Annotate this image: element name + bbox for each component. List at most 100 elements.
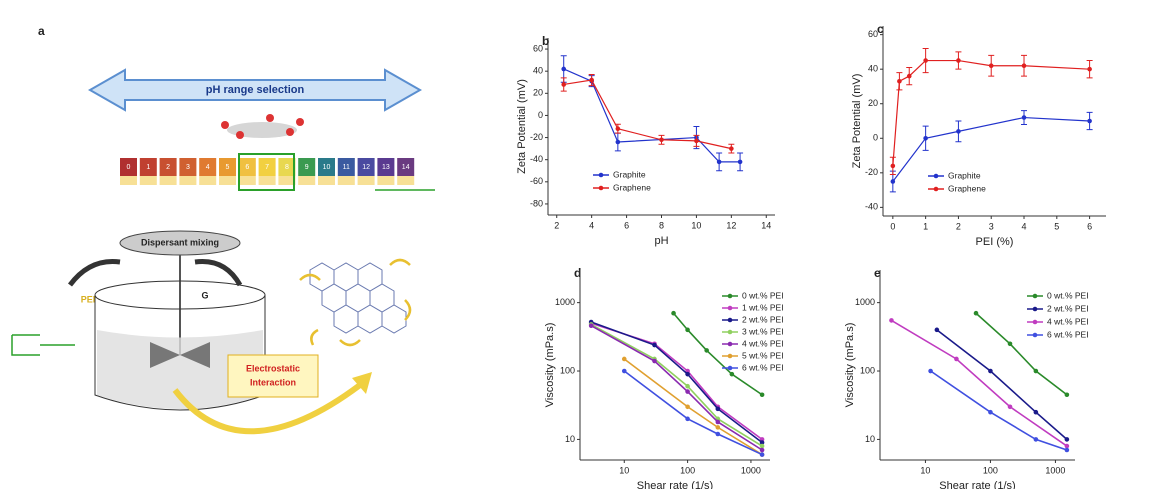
series-line [624, 359, 762, 455]
legend-marker [728, 366, 733, 371]
chart: b2468101214-80-60-40-200204060pHZeta Pot… [516, 34, 775, 247]
ph-label: 13 [382, 164, 390, 171]
point [1087, 119, 1092, 124]
legend-marker [1033, 307, 1038, 312]
x-tick-label: 10 [619, 465, 629, 475]
y-tick-label: 40 [533, 66, 543, 76]
legend-marker [1033, 294, 1038, 299]
material-text: G [201, 290, 208, 300]
x-tick-label: 100 [983, 465, 998, 475]
x-tick-label: 1000 [741, 465, 761, 475]
x-tick-label: 10 [691, 220, 701, 230]
legend-marker [599, 173, 604, 178]
point [1008, 404, 1013, 409]
point [907, 74, 912, 79]
point [694, 139, 699, 144]
point [1034, 410, 1039, 415]
y-tick-label: -20 [865, 167, 878, 177]
mixing-text: Dispersant mixing [141, 237, 219, 247]
y-tick-label: 60 [533, 43, 543, 53]
x-tick-label: 4 [1022, 221, 1027, 231]
y-tick-label: -80 [530, 198, 543, 208]
point [622, 369, 627, 374]
point [1008, 342, 1013, 347]
y-tick-label: 10 [865, 434, 875, 444]
point [729, 146, 734, 151]
point [717, 160, 722, 165]
ph-label: 7 [265, 164, 269, 171]
legend-marker [728, 306, 733, 311]
x-tick-label: 12 [726, 220, 736, 230]
point [659, 137, 664, 142]
x-axis-label: Shear rate (1/s) [939, 480, 1015, 489]
ph-shadow [298, 176, 315, 185]
y-tick-label: -20 [530, 132, 543, 142]
legend-label: 6 wt.% PEI [1047, 329, 1089, 339]
ph-shadow [140, 176, 157, 185]
series-line [564, 69, 740, 162]
x-axis-label: PEI (%) [976, 236, 1014, 248]
point [974, 311, 979, 316]
y-tick-label: 20 [533, 88, 543, 98]
point [954, 357, 959, 362]
point [988, 410, 993, 415]
point [616, 140, 621, 145]
point [671, 311, 676, 316]
ph-label: 0 [127, 164, 131, 171]
y-tick-label: 0 [873, 133, 878, 143]
ph-shadow [377, 176, 394, 185]
point [760, 392, 765, 397]
point [1065, 392, 1070, 397]
dispersant-text: PEI [81, 294, 96, 304]
point [652, 359, 657, 364]
point [622, 357, 627, 362]
charts: b2468101214-80-60-40-200204060pHZeta Pot… [516, 22, 1106, 489]
arrow-text: pH range selection [206, 84, 305, 96]
ph-label: 11 [343, 164, 350, 171]
ph-label: 4 [206, 164, 210, 171]
y-tick-label: 20 [868, 98, 878, 108]
legend-marker [934, 187, 939, 192]
point [897, 79, 902, 84]
point [760, 448, 765, 453]
point [685, 384, 690, 389]
point [1022, 115, 1027, 120]
ph-label: 5 [226, 164, 230, 171]
x-tick-label: 3 [989, 221, 994, 231]
point [760, 444, 765, 449]
point [935, 328, 940, 333]
ph-shadow [179, 176, 196, 185]
y-tick-label: -40 [530, 154, 543, 164]
point [923, 58, 928, 63]
legend-label: 6 wt.% PEI [742, 362, 784, 372]
point [685, 389, 690, 394]
point [685, 417, 690, 422]
legend-label: 1 wt.% PEI [742, 302, 784, 312]
interaction-text: Interaction [250, 377, 296, 387]
point [716, 420, 721, 425]
y-tick-label: 100 [860, 365, 875, 375]
interaction-text: Electrostatic [246, 363, 300, 373]
ph-label: 9 [305, 164, 309, 171]
point [891, 179, 896, 184]
legend-label: 2 wt.% PEI [742, 314, 784, 324]
series-line [937, 330, 1067, 440]
point [716, 407, 721, 412]
point [704, 348, 709, 353]
legend-marker [728, 318, 733, 323]
y-tick-label: 1000 [855, 297, 875, 307]
ph-label: 8 [285, 164, 289, 171]
point [891, 164, 896, 169]
ph-shadow [278, 176, 295, 185]
chart: d101001000101001000Shear rate (1/s)Visco… [544, 266, 784, 489]
point [923, 136, 928, 141]
point [685, 328, 690, 333]
legend-marker [728, 342, 733, 347]
ph-shadow [397, 176, 414, 185]
ph-label: 3 [186, 164, 190, 171]
connector [12, 335, 75, 355]
y-tick-label: 0 [538, 110, 543, 120]
ph-label: 10 [323, 164, 331, 171]
point [928, 369, 933, 374]
